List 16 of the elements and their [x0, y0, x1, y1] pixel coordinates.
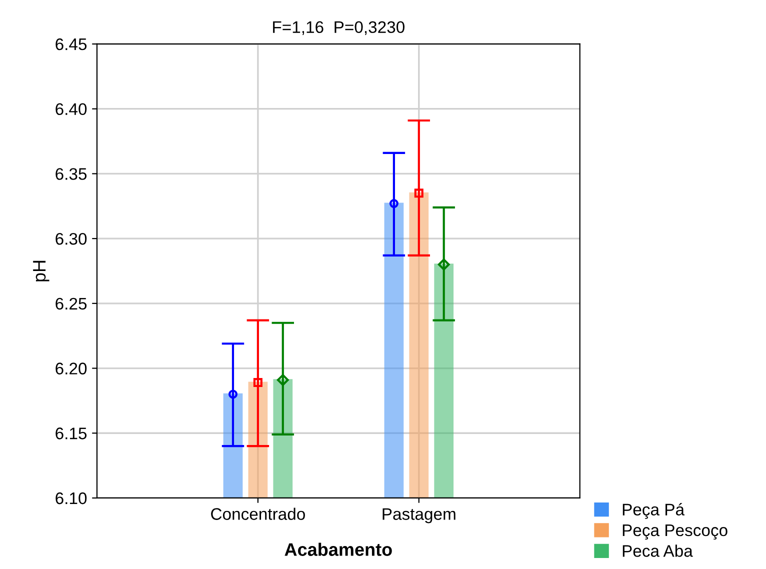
y-tick-label: 6.15	[56, 428, 87, 440]
x-axis-title: Acabamento	[284, 542, 392, 556]
y-tick-label: 6.20	[56, 362, 87, 374]
legend-label: Peça Pá	[622, 503, 685, 519]
x-tick-label: Concentrado	[211, 508, 305, 520]
y-tick-label: 6.30	[56, 232, 87, 245]
y-tick-label: 6.25	[56, 298, 87, 310]
y-tick-label: 6.10	[56, 492, 87, 504]
y-tick-label: 6.45	[56, 38, 87, 50]
chart-title: F=1,16 P=0,3230	[273, 21, 404, 36]
y-axis-title: pH	[33, 260, 50, 282]
legend-label: Peça Pescoço	[622, 524, 728, 540]
y-tick-label: 6.35	[56, 168, 87, 180]
x-tick-label: Pastagem	[382, 508, 456, 524]
y-tick-label: 6.40	[56, 103, 87, 116]
legend-label: Peca Aba	[622, 544, 693, 557]
